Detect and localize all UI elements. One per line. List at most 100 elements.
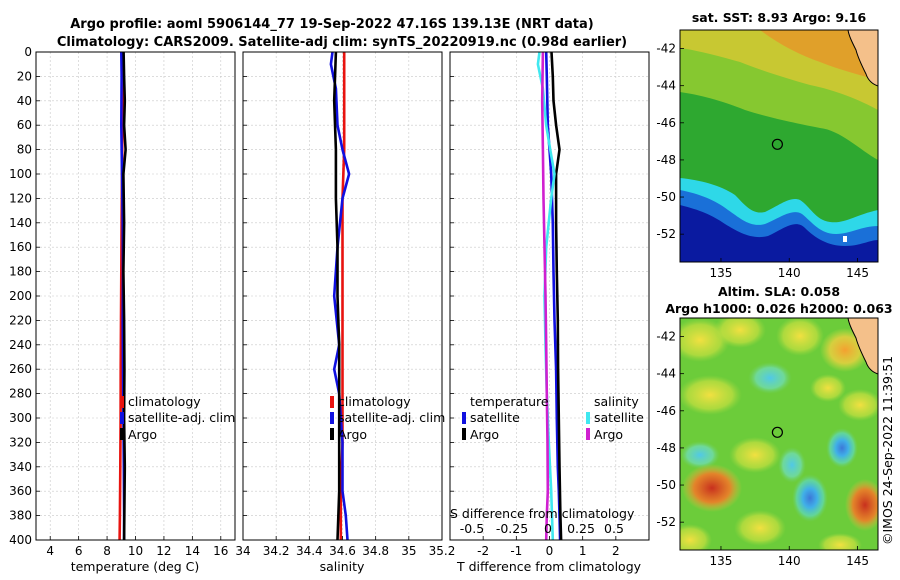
map-y-tick-label: -52 bbox=[656, 515, 676, 529]
legend-temperature-header: temperature bbox=[470, 394, 549, 409]
map-y-tick-label: -50 bbox=[656, 478, 676, 492]
legend-swatch-climatology bbox=[120, 396, 124, 408]
map-y-tick-label: -48 bbox=[656, 153, 676, 167]
sla-blob bbox=[776, 318, 824, 356]
legend-argo: Argo bbox=[338, 427, 367, 442]
sla-map-frame bbox=[679, 317, 879, 551]
sla-blob bbox=[729, 437, 781, 473]
legend-climatology: climatology bbox=[338, 394, 411, 409]
s-tick-label: -0.5 bbox=[460, 521, 484, 536]
legend-s-argo: Argo bbox=[594, 427, 623, 442]
legend-argo: Argo bbox=[128, 427, 157, 442]
y-tick-label: 340 bbox=[9, 460, 32, 474]
map-x-tick-label: 140 bbox=[778, 554, 801, 568]
y-tick-label: 40 bbox=[17, 94, 32, 108]
map-x-tick-label: 145 bbox=[846, 266, 869, 280]
sla-argo-location-marker bbox=[771, 426, 784, 438]
series-line-argo bbox=[332, 51, 341, 541]
legend-swatch-argo bbox=[120, 428, 124, 440]
salinity-xlabel: salinity bbox=[320, 559, 365, 574]
map-y-tick-label: -50 bbox=[656, 190, 676, 204]
sla-blob bbox=[680, 524, 712, 550]
sla-blob bbox=[826, 428, 858, 468]
y-tick-label: 220 bbox=[9, 313, 32, 327]
legend-swatch-t-satellite bbox=[462, 412, 466, 424]
sla-coastline bbox=[847, 318, 878, 375]
salinity-panel: 34 34.2 34.4 34.6 34.8 35 35.2 salinity climat… bbox=[235, 51, 456, 574]
map-y-tick-label: -48 bbox=[656, 441, 676, 455]
sla-map-title-line1: Altim. SLA: 0.058 bbox=[718, 284, 840, 299]
salinity-legend: climatology satellite-adj. clim Argo bbox=[330, 394, 445, 442]
s-tick-label: 0 bbox=[544, 521, 552, 536]
y-tick-label: 320 bbox=[9, 435, 32, 449]
map-x-tick-label: 145 bbox=[846, 554, 869, 568]
t-difference-xlabel: T difference from climatology bbox=[456, 559, 642, 574]
legend-swatch-t-argo bbox=[462, 428, 466, 440]
map-x-tick-label: 135 bbox=[710, 554, 733, 568]
x-tick-label: 34.6 bbox=[329, 544, 356, 558]
series-line-salinity-argo bbox=[540, 51, 550, 541]
y-tick-label: 280 bbox=[9, 387, 32, 401]
sst-missing-data bbox=[843, 236, 847, 242]
map-y-tick-label: -42 bbox=[656, 42, 676, 56]
sla-blob bbox=[682, 464, 742, 512]
series-line-argo bbox=[122, 51, 127, 541]
y-tick-label: 360 bbox=[9, 484, 32, 498]
s-tick-label: 0.5 bbox=[604, 521, 624, 536]
y-tick-label: 140 bbox=[9, 216, 32, 230]
x-tick-label: 16 bbox=[213, 544, 228, 558]
sla-map-title-line2: Argo h1000: 0.026 h2000: 0.063 bbox=[665, 301, 892, 316]
x-tick-label: 2 bbox=[612, 544, 620, 558]
sst-land-tasmania bbox=[848, 30, 878, 86]
y-tick-label: 100 bbox=[9, 167, 32, 181]
x-tick-label: -2 bbox=[477, 544, 489, 558]
y-tick-label: 180 bbox=[9, 265, 32, 279]
sla-blob bbox=[680, 375, 742, 415]
x-tick-label: 12 bbox=[156, 544, 171, 558]
series-line-satellite-adj-clim bbox=[329, 51, 351, 541]
x-tick-label: 8 bbox=[103, 544, 111, 558]
sst-coastline bbox=[847, 30, 878, 87]
sla-blob bbox=[714, 318, 766, 348]
legend-s-satellite: satellite bbox=[594, 410, 644, 425]
x-tick-label: 35 bbox=[401, 544, 416, 558]
legend-satellite-adj: satellite-adj. clim bbox=[128, 410, 235, 425]
legend-t-argo: Argo bbox=[470, 427, 499, 442]
sla-blob bbox=[810, 374, 846, 402]
x-tick-label: 34 bbox=[235, 544, 250, 558]
sst-map-title: sat. SST: 8.93 Argo: 9.16 bbox=[692, 10, 867, 25]
x-tick-label: 34.8 bbox=[362, 544, 389, 558]
x-tick-label: 35.2 bbox=[429, 544, 456, 558]
legend-climatology: climatology bbox=[128, 394, 201, 409]
map-y-tick-label: -52 bbox=[656, 227, 676, 241]
difference-panel: -2 -1 0 1 2 T difference from climatology S … bbox=[449, 51, 650, 574]
temperature-panel: 4 6 8 10 12 14 1602040608010012014016018020022… bbox=[9, 45, 236, 574]
sst-field-orange bbox=[760, 30, 878, 80]
x-tick-label: 34.2 bbox=[263, 544, 290, 558]
x-tick-label: 0 bbox=[546, 544, 554, 558]
figure-title-line2: Climatology: CARS2009. Satellite-adj cli… bbox=[57, 35, 627, 50]
legend-salinity-header: salinity bbox=[594, 394, 639, 409]
sst-map-frame bbox=[679, 29, 879, 263]
imos-credit: ©IMOS 24-Sep-2022 11:39:51 bbox=[880, 356, 895, 545]
y-tick-label: 260 bbox=[9, 362, 32, 376]
sla-land-tasmania bbox=[848, 318, 878, 374]
figure-title-line1: Argo profile: aoml 5906144_77 19-Sep-202… bbox=[70, 17, 594, 32]
legend-swatch-climatology bbox=[330, 396, 334, 408]
map-y-tick-label: -46 bbox=[656, 116, 676, 130]
sla-blob bbox=[845, 479, 878, 531]
x-tick-label: 4 bbox=[46, 544, 54, 558]
map-y-tick-label: -44 bbox=[656, 79, 676, 93]
s-tick-label: 0.25 bbox=[567, 521, 595, 536]
sst-map: 135 140 145 -42 -44 -46 -48 -50 -52 bbox=[656, 29, 879, 280]
y-tick-label: 120 bbox=[9, 191, 32, 205]
sla-blob bbox=[734, 510, 786, 546]
map-y-tick-label: -46 bbox=[656, 404, 676, 418]
sst-argo-location-marker bbox=[771, 138, 784, 150]
sla-map: 135 140 145 -42 -44 -46 -48 -50 -52 bbox=[656, 317, 879, 568]
y-tick-label: 160 bbox=[9, 240, 32, 254]
map-x-tick-label: 135 bbox=[710, 266, 733, 280]
sla-blob bbox=[778, 447, 806, 483]
x-tick-label: -1 bbox=[510, 544, 522, 558]
